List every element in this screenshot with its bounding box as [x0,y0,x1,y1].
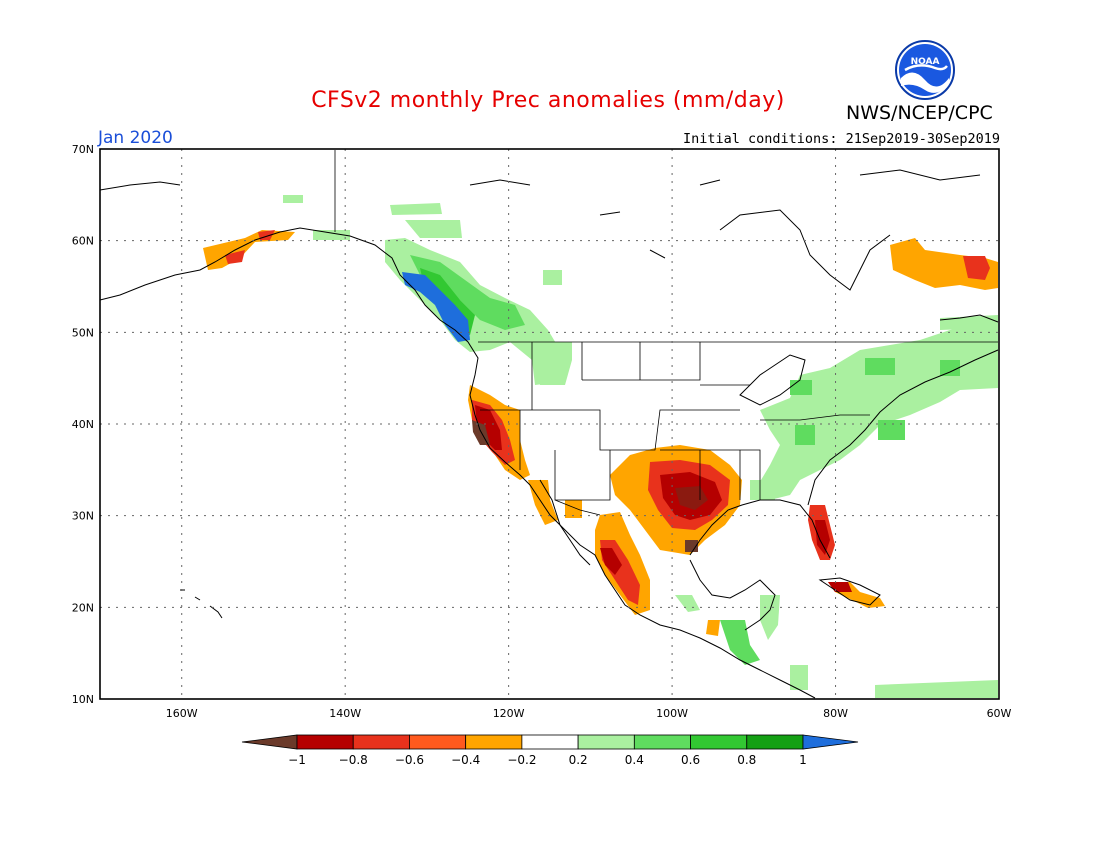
lon-label: 160W [166,707,198,720]
map-title: CFSv2 monthly Prec anomalies (mm/day) [311,88,785,113]
lat-label: 10N [72,693,94,706]
colorbar-min-arrow [241,734,298,750]
colorbar-swatch [465,734,523,750]
colorbar [241,734,859,750]
lat-label: 60N [72,235,94,248]
map-frame [99,148,1000,700]
colorbar-swatch [690,734,748,750]
colorbar-label: −0.8 [339,753,368,767]
lon-label: 80W [823,707,848,720]
colorbar-swatch [633,734,691,750]
colorbar-max-arrow [802,734,859,750]
noaa-logo: NOAA [895,40,955,100]
lon-axis-labels: 160W 140W 120W 100W 80W 60W [166,707,1012,720]
colorbar-label: 0.6 [681,753,700,767]
noaa-logo-text: NOAA [911,57,940,67]
state-borders [334,150,998,516]
lon-label: 140W [329,707,361,720]
colorbar-label: 1 [799,753,807,767]
colorbar-labels: −1 −0.8 −0.6 −0.4 −0.2 0.2 0.4 0.6 0.8 1 [288,753,807,767]
region-northeast-wet [758,318,998,500]
colorbar-swatch [296,734,354,750]
lon-label: 60W [987,707,1012,720]
colorbar-label: 0.4 [625,753,644,767]
region-pacific-northwest-wet [402,272,470,342]
colorbar-label: −1 [288,753,306,767]
lat-label: 30N [72,510,94,523]
colorbar-swatch [577,734,635,750]
colorbar-swatch [352,734,410,750]
lat-label: 40N [72,418,94,431]
lat-label: 70N [72,143,94,156]
region-alaska-dry [203,230,295,270]
lat-label: 50N [72,326,94,339]
colorbar-label: −0.4 [451,753,480,767]
colorbar-label: 0.8 [737,753,756,767]
lon-label: 100W [656,707,688,720]
lat-axis-labels: 70N 60N 50N 40N 30N 20N 10N [72,143,94,706]
colorbar-label: −0.2 [507,753,536,767]
lat-label: 20N [72,601,94,614]
initial-conditions: Initial conditions: 21Sep2019-30Sep2019 [683,131,1000,147]
colorbar-swatch [521,734,579,750]
lon-label: 120W [493,707,525,720]
coastlines [99,169,999,699]
colorbar-label: −0.6 [395,753,424,767]
forecast-month: Jan 2020 [98,128,173,148]
colorbar-swatch [409,734,467,750]
anomaly-shading [203,195,998,698]
colorbar-label: 0.2 [569,753,588,767]
colorbar-swatch [746,734,804,750]
gridlines [100,149,999,699]
agency-label: NWS/NCEP/CPC [846,102,993,124]
